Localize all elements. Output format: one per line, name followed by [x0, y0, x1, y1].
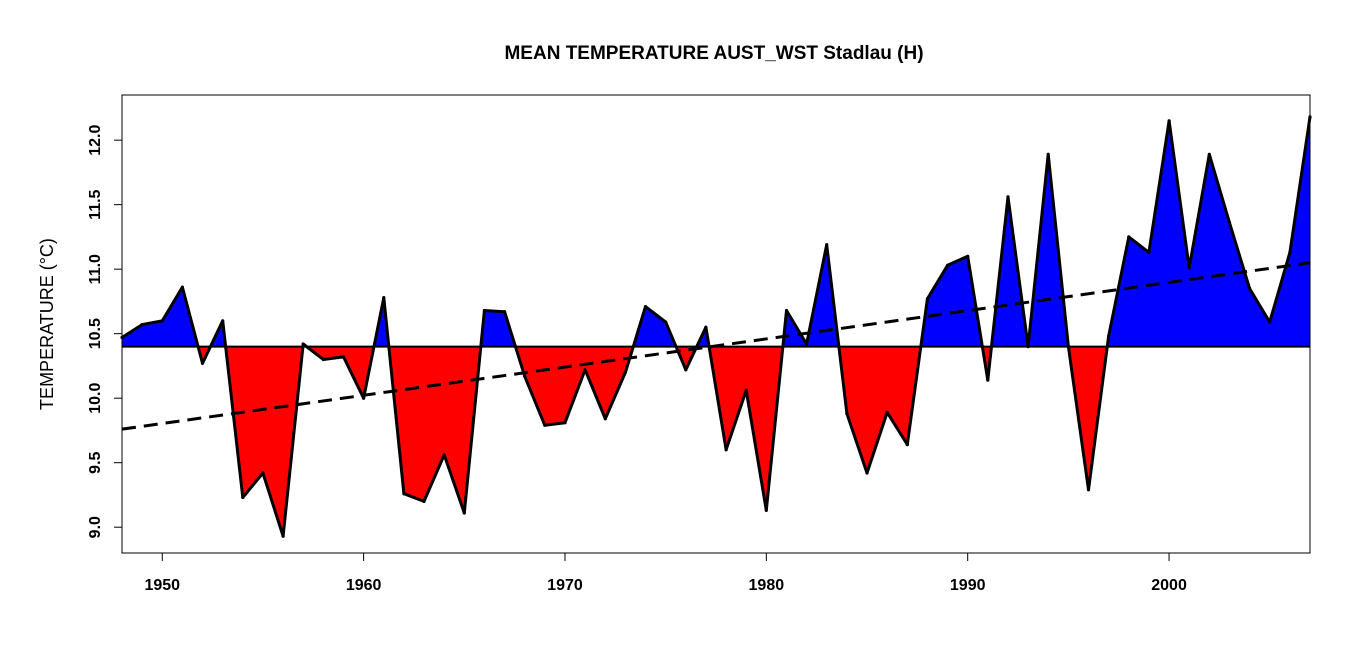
data-point [281, 534, 285, 538]
area-below-baseline [1068, 346, 1108, 490]
data-point [523, 374, 527, 378]
y-axis: 9.0 9.5 10.0 10.5 11.0 11.5 12.0 [87, 125, 122, 538]
data-point [825, 243, 829, 247]
data-point [1207, 152, 1211, 156]
data-point [402, 492, 406, 496]
trend-line [121, 261, 1311, 431]
data-point [362, 396, 366, 400]
data-point [925, 297, 930, 301]
data-point [503, 310, 507, 314]
data-point [442, 453, 446, 457]
y-tick-label: 11.5 [87, 189, 104, 219]
x-tick-label: 2000 [1151, 577, 1187, 594]
data-point [966, 254, 970, 258]
data-point [1288, 250, 1292, 254]
y-tick-label: 11.0 [87, 254, 104, 284]
data-point [724, 448, 728, 452]
y-axis-label: TEMPERATURE (°C) [37, 238, 57, 410]
data-point [1086, 488, 1091, 492]
data-point [1046, 152, 1050, 156]
data-point [462, 511, 466, 515]
data-point [1066, 345, 1070, 349]
temperature-line [121, 116, 1312, 538]
data-point [986, 378, 990, 382]
x-tick-label: 1960 [346, 577, 382, 594]
data-point [1107, 334, 1111, 338]
data-point [885, 410, 889, 414]
data-point [784, 308, 789, 313]
data-point [422, 499, 426, 503]
y-tick-label: 9.5 [87, 451, 104, 473]
x-tick-label: 1950 [144, 577, 180, 594]
data-point [241, 495, 245, 500]
data-point [603, 417, 607, 421]
data-point [744, 388, 748, 392]
plot-area [120, 94, 1312, 554]
data-point [946, 263, 950, 267]
data-point [200, 361, 205, 365]
data-point [583, 368, 587, 372]
data-point [684, 368, 688, 372]
area-above-baseline [1107, 116, 1310, 347]
data-point [1006, 195, 1010, 199]
x-tick-label: 1990 [950, 577, 986, 594]
x-tick-label: 1980 [749, 577, 785, 594]
x-tick-label: 1970 [547, 577, 583, 594]
data-point [160, 319, 164, 323]
data-point [321, 357, 325, 362]
data-point [140, 323, 144, 327]
y-tick-label: 12.0 [87, 125, 104, 156]
data-point [301, 342, 305, 346]
area-below-baseline [515, 346, 634, 426]
data-point [482, 308, 486, 313]
area-below-baseline [709, 346, 783, 511]
x-axis: 1950 1960 1970 1980 1990 2000 [144, 553, 1187, 594]
data-point [805, 342, 809, 346]
plot-frame [121, 94, 1311, 554]
area-below-baseline [676, 346, 697, 370]
area-below-baseline [838, 346, 921, 473]
data-point [1187, 266, 1191, 270]
data-point [623, 370, 628, 374]
area-below-baseline [225, 346, 303, 537]
y-tick-label: 10.5 [87, 318, 104, 349]
data-point [764, 508, 768, 512]
data-point [905, 443, 909, 447]
data-point [1167, 119, 1171, 123]
y-tick-label: 9.0 [87, 516, 104, 538]
data-point [1026, 345, 1030, 349]
data-point [543, 423, 547, 427]
data-point [704, 325, 708, 329]
area-above-baseline [920, 256, 983, 347]
data-point [664, 320, 668, 324]
data-point [180, 285, 184, 289]
data-point [643, 305, 648, 309]
data-point [1268, 320, 1272, 324]
data-point [1127, 235, 1131, 239]
area-above-baseline [782, 244, 839, 347]
chart-title: MEAN TEMPERATURE AUST_WST Stadlau (H) [504, 43, 923, 64]
data-point [1147, 250, 1151, 254]
data-point [382, 296, 386, 300]
data-point [563, 421, 567, 425]
area-above-baseline [122, 287, 199, 347]
data-point [221, 319, 225, 323]
data-point [1227, 221, 1232, 225]
area-below-baseline [306, 346, 374, 399]
data-point [1248, 286, 1252, 291]
data-point [865, 471, 869, 475]
data-point [261, 471, 265, 475]
y-tick-label: 10.0 [87, 383, 104, 414]
data-point [845, 412, 849, 416]
data-point [341, 355, 346, 359]
